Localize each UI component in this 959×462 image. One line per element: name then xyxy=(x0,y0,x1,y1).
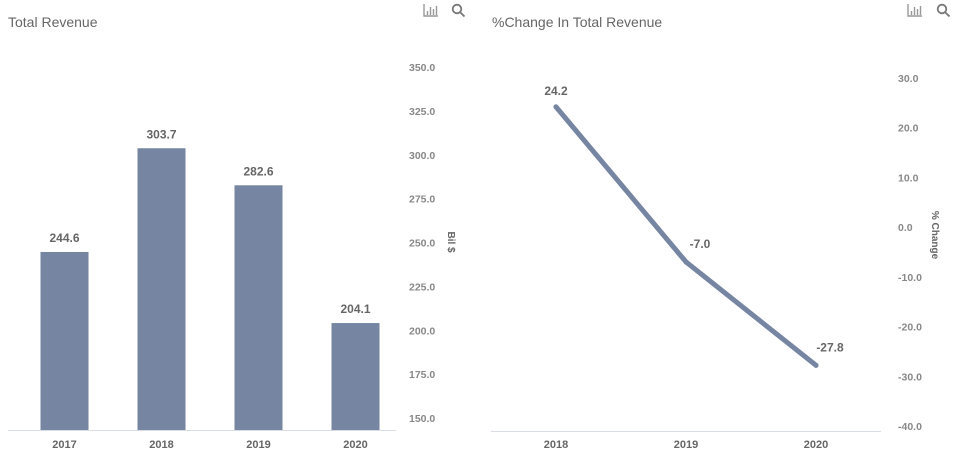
y-tick-label: 30.0 xyxy=(898,73,919,85)
chart-title: Total Revenue xyxy=(8,14,98,30)
total-revenue-panel: Total Revenue 244.6 2017 303.7 2018 282.6 201… xyxy=(8,3,466,451)
x-tick-label: 2019 xyxy=(674,439,698,451)
y-tick-label: -30.0 xyxy=(898,371,922,383)
y-tick-label: -20.0 xyxy=(898,322,922,334)
x-tick-label: 2017 xyxy=(52,439,76,451)
x-tick-label: 2018 xyxy=(544,439,568,451)
bar-chart-icon[interactable] xyxy=(907,3,923,22)
y-tick-label: 150.0 xyxy=(409,413,435,425)
y-tick-label: 325.0 xyxy=(409,106,435,118)
bar xyxy=(137,148,186,430)
y-tick-label: 175.0 xyxy=(409,369,435,381)
data-label: 244.6 xyxy=(49,231,79,245)
data-label: 303.7 xyxy=(146,127,176,141)
data-label: 204.1 xyxy=(340,302,370,316)
search-icon[interactable] xyxy=(936,3,951,23)
data-point xyxy=(813,362,819,368)
y-tick-label: 10.0 xyxy=(898,172,919,184)
y-tick-label: 0.0 xyxy=(898,222,913,234)
bar xyxy=(234,185,283,430)
data-label: 24.2 xyxy=(544,84,568,98)
y-tick-label: 275.0 xyxy=(409,194,435,206)
data-label: -27.8 xyxy=(816,340,844,354)
data-label: -7.0 xyxy=(690,237,711,251)
data-point xyxy=(553,104,559,110)
data-label: 282.6 xyxy=(243,164,273,178)
y-tick-label: 20.0 xyxy=(898,123,919,135)
y-tick-label: 200.0 xyxy=(409,325,435,337)
y-tick-label: 350.0 xyxy=(409,62,435,74)
series-line xyxy=(553,104,819,368)
y-tick-label: 300.0 xyxy=(409,150,435,162)
y-axis-title: Bil $ xyxy=(445,231,456,253)
data-point xyxy=(683,259,689,265)
x-tick-label: 2018 xyxy=(149,439,173,451)
x-tick-label: 2019 xyxy=(246,439,270,451)
y-tick-label: 225.0 xyxy=(409,281,435,293)
line-chart: 24.2 2018 -7.0 2019 -27.8 2020 30.0 20.0 10.0 0.0… xyxy=(491,73,940,451)
search-icon[interactable] xyxy=(451,3,466,23)
y-tick-label: 250.0 xyxy=(409,238,435,250)
y-axis-title: % Change xyxy=(929,211,940,260)
y-tick-label: -40.0 xyxy=(898,421,922,433)
pct-change-panel: %Change In Total Revenue 24.2 2018 -7.0 201… xyxy=(480,0,959,462)
bar-chart-icon[interactable] xyxy=(423,3,439,22)
bar xyxy=(331,323,380,430)
bar-chart: 244.6 2017 303.7 2018 282.6 2019 204.1 2020 350.… xyxy=(8,62,456,451)
chart-title: %Change In Total Revenue xyxy=(492,14,663,30)
x-tick-label: 2020 xyxy=(343,439,367,451)
y-tick-label: -10.0 xyxy=(898,272,922,284)
x-tick-label: 2020 xyxy=(804,439,828,451)
bar xyxy=(40,251,89,430)
